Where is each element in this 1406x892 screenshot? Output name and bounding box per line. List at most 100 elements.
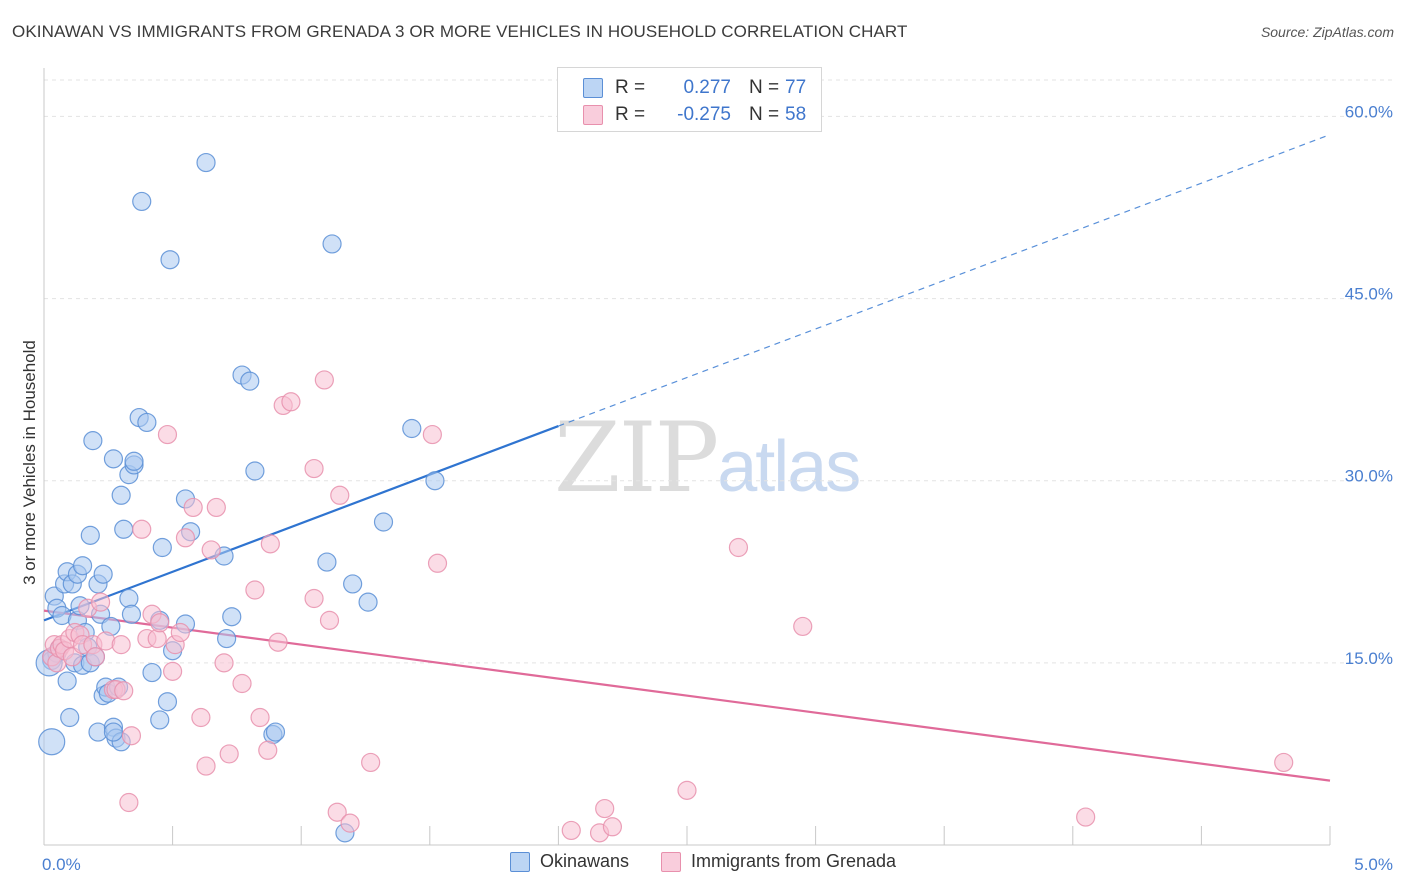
legend-n-label: N = [749, 77, 780, 98]
grenada-point [132, 519, 152, 539]
grenada-point [85, 647, 106, 667]
okinawans-trendline [43, 425, 559, 622]
correlation-legend: R = 0.277 N = 77 R = -0.275 N = 58 [557, 67, 822, 132]
okinawans-swatch [583, 78, 603, 98]
okinawan-point [265, 722, 286, 742]
x-tick-label: 0.0% [42, 855, 81, 874]
grenada-point [561, 820, 581, 841]
grenada-point [219, 744, 239, 764]
okinawan-point [121, 604, 142, 624]
y-tick-label: 45.0% [1345, 285, 1393, 304]
grenada-point [361, 752, 381, 773]
legend-r-value: 0.277 [683, 77, 731, 98]
grenada-point [304, 588, 324, 609]
okinawan-point [132, 191, 152, 212]
grenada-point [1076, 807, 1096, 827]
watermark: ZIPatlas [554, 402, 861, 514]
legend-row-grenada: R = -0.275 N = 58 [558, 100, 806, 130]
okinawan-point [119, 588, 139, 609]
grenada-point [314, 370, 334, 390]
okinawan-point [114, 519, 134, 539]
okinawan-point [111, 485, 131, 505]
y-axis-label: 3 or more Vehicles in Household [20, 340, 39, 585]
grenada-point [281, 392, 301, 412]
grenada-legend-swatch [660, 851, 681, 872]
grenada-point [258, 740, 278, 760]
okinawan-point [93, 564, 113, 584]
grenada-point [1274, 752, 1294, 773]
okinawan-point [217, 628, 237, 649]
okinawan-point [425, 471, 445, 491]
okinawan-point [373, 512, 394, 532]
okinawan-point [124, 451, 144, 471]
grenada-point [232, 673, 252, 694]
okinawan-point [343, 574, 363, 594]
legend-n-value: 77 [785, 77, 807, 98]
okinawan-point [402, 418, 422, 439]
grenada-point [340, 813, 360, 833]
okinawan-point [137, 412, 157, 433]
grenada-point [260, 534, 280, 554]
grenada-point [196, 756, 216, 776]
source-credit: Source: ZipAtlas.com [1260, 24, 1394, 40]
legend-n-label: N = [749, 104, 780, 125]
okinawan-point [157, 692, 178, 712]
grenada-swatch [583, 105, 603, 125]
grenada-point [330, 485, 350, 505]
okinawan-point [196, 152, 216, 173]
okinawan-point [240, 371, 260, 391]
okinawan-point [358, 592, 378, 612]
points-layer [35, 152, 1294, 843]
grenada-point [121, 726, 142, 746]
legend-r-value: -0.275 [677, 104, 731, 125]
y-tick-label: 30.0% [1345, 467, 1393, 486]
grenada-point [245, 580, 265, 600]
legend-r-label: R = [615, 77, 646, 98]
okinawan-point [322, 234, 342, 254]
grenada-point [304, 458, 324, 479]
grenada-point [150, 613, 170, 633]
trend-layer [43, 134, 1331, 782]
grenada-trendline [43, 609, 1331, 782]
legend-item-grenada[interactable]: Immigrants from Grenada [660, 851, 897, 872]
okinawan-point [83, 431, 103, 451]
legend-n-value: 58 [785, 104, 807, 125]
okinawans-legend-swatch [509, 851, 530, 872]
okinawan-point [57, 671, 77, 691]
okinawan-point [160, 250, 180, 270]
grenada-point [595, 798, 615, 819]
grenada-point [728, 537, 749, 558]
grenada-legend-label: Immigrants from Grenada [690, 851, 897, 871]
grenada-point [157, 424, 178, 445]
chart-title: OKINAWAN VS IMMIGRANTS FROM GRENADA 3 OR… [12, 22, 908, 41]
okinawan-point [150, 710, 170, 730]
watermark-zip: ZIP [554, 402, 719, 514]
okinawan-point [245, 461, 265, 481]
legend-r-label: R = [615, 104, 646, 125]
axes-layer [43, 68, 1331, 846]
grenada-point [250, 707, 270, 728]
series-legend: Okinawans Immigrants from Grenada [0, 851, 1406, 872]
legend-item-okinawans[interactable]: Okinawans [509, 851, 629, 872]
okinawan-point [142, 662, 162, 683]
grenada-point [427, 553, 448, 573]
grenada-point [422, 424, 442, 445]
watermark-atlas: atlas [717, 427, 861, 507]
legend-row-okinawans: R = 0.277 N = 77 [558, 73, 806, 103]
grenada-point [90, 592, 111, 612]
grenada-point [183, 497, 203, 518]
grenada-point [206, 497, 226, 518]
grenada-point [319, 610, 340, 630]
okinawan-point [72, 556, 93, 576]
grenada-point [793, 616, 813, 637]
grenada-point [175, 528, 196, 548]
grenada-point [214, 653, 234, 673]
okinawan-point [103, 722, 124, 742]
grenada-point [327, 802, 347, 822]
grenada-point [119, 792, 139, 813]
okinawan-point [152, 537, 172, 558]
grenada-point [163, 661, 183, 681]
y-tick-label: 15.0% [1345, 649, 1393, 668]
okinawan-point [60, 707, 80, 728]
